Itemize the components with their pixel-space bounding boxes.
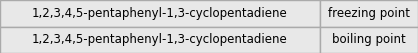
Text: freezing point: freezing point [328,7,410,20]
Bar [320,26,418,53]
Bar [0,26,320,53]
Bar [0,0,320,26]
Text: boiling point: boiling point [332,33,406,46]
Text: 1,2,3,4,5-pentaphenyl-1,3-cyclopentadiene: 1,2,3,4,5-pentaphenyl-1,3-cyclopentadien… [32,7,288,20]
Bar [320,0,418,26]
Text: 1,2,3,4,5-pentaphenyl-1,3-cyclopentadiene: 1,2,3,4,5-pentaphenyl-1,3-cyclopentadien… [32,33,288,46]
